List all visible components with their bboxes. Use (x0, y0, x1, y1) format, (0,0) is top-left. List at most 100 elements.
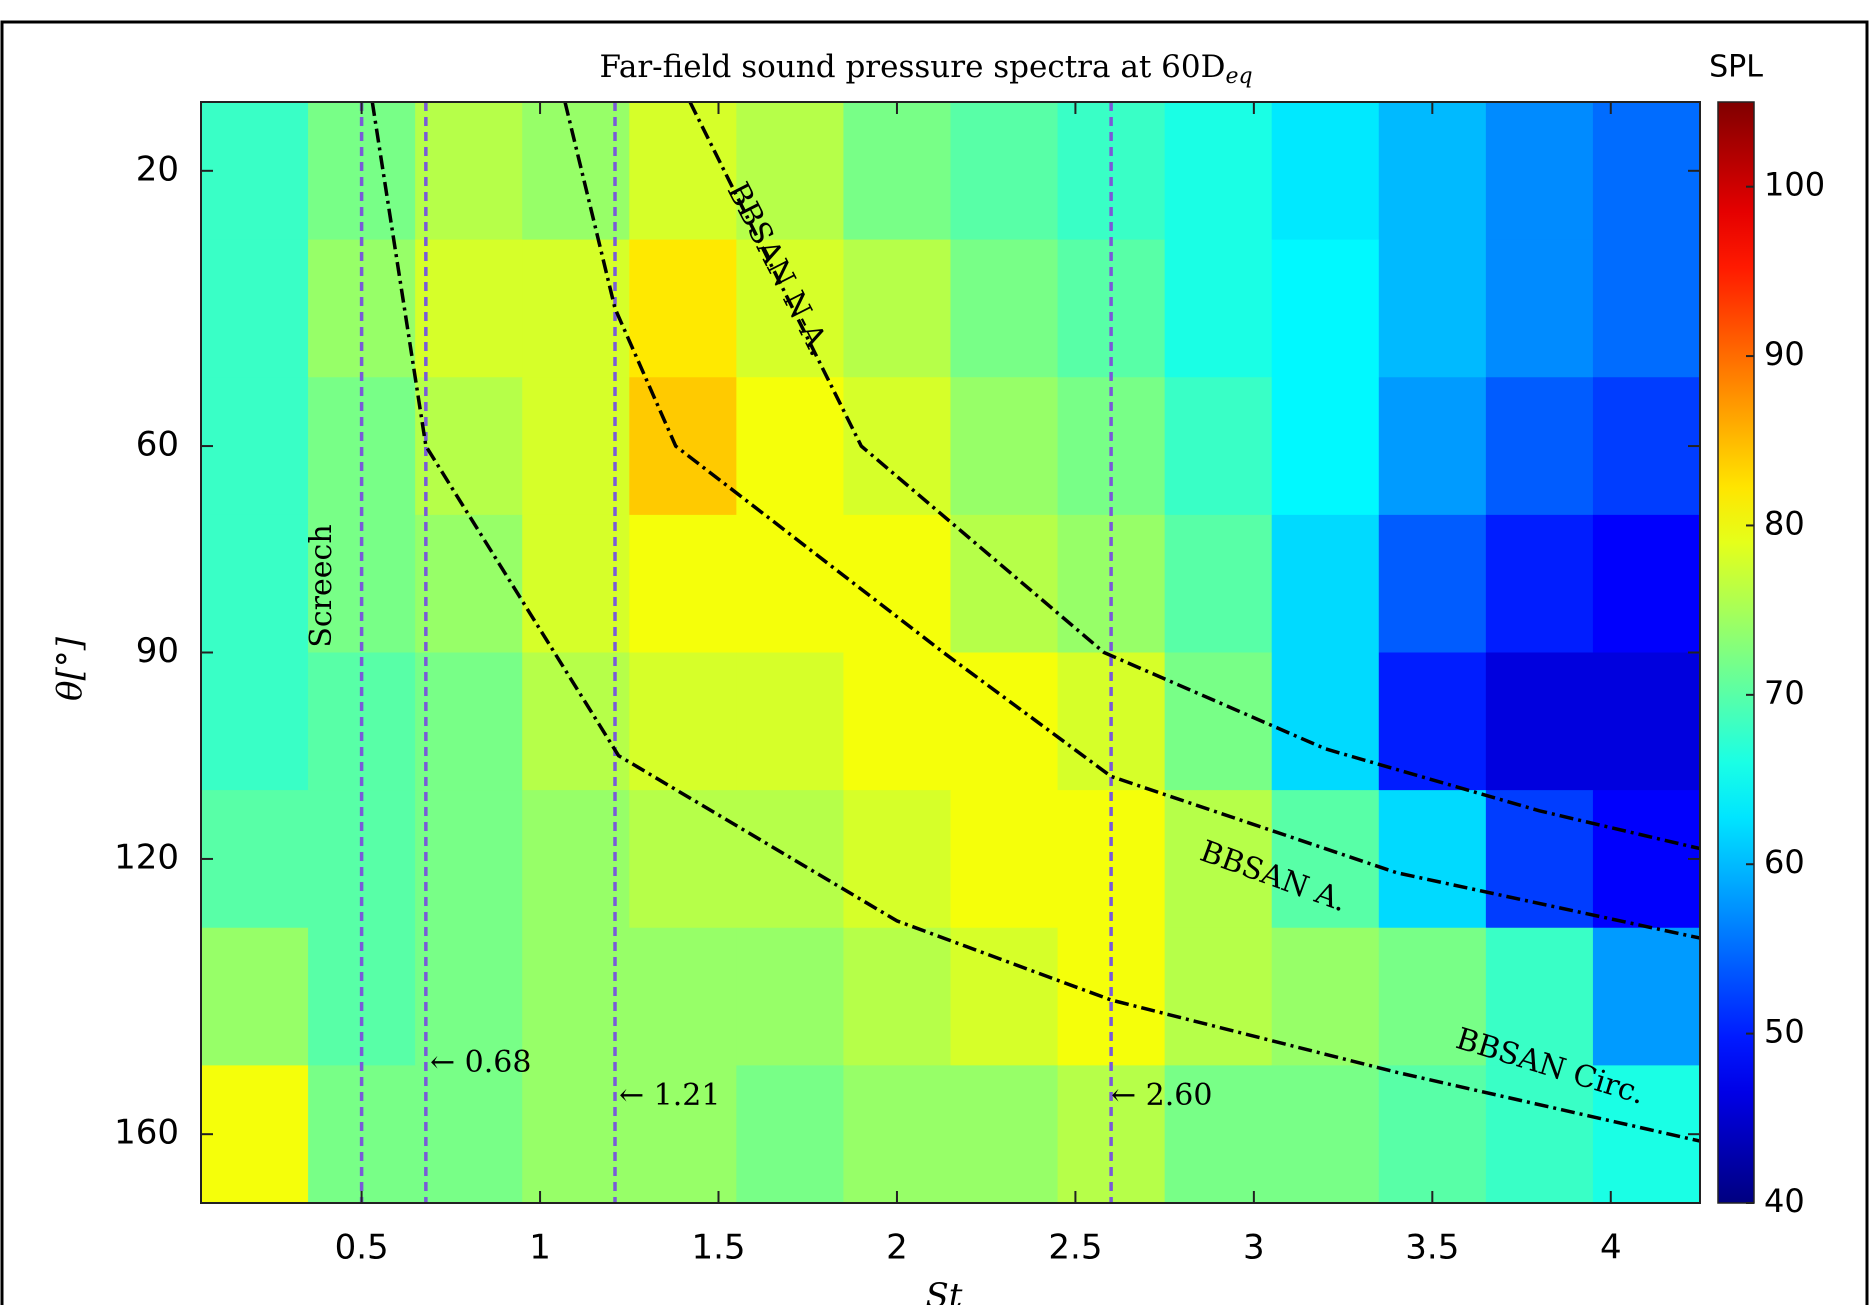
frame (0, 20, 1869, 1305)
heatmap (201, 102, 1700, 1203)
y-tick-label: 20 (136, 149, 179, 189)
heat-cell (1164, 652, 1273, 791)
heat-cell (843, 239, 951, 378)
y-tick-label: 120 (114, 837, 179, 877)
curve (688, 102, 1700, 851)
heat-cell (1164, 514, 1273, 653)
x-tick-label: 1.5 (691, 1228, 745, 1268)
heat-cell (629, 239, 737, 378)
heat-cell (843, 652, 951, 791)
heat-cell (1378, 790, 1487, 929)
heat-cell (1164, 102, 1273, 241)
title-main: Far-field sound pressure spectra at 60D (599, 49, 1225, 85)
heat-cell (1485, 102, 1594, 241)
heat-cell (950, 239, 1059, 378)
heat-cell (1271, 927, 1380, 1066)
heat-cell (1592, 377, 1700, 516)
heat-cell (950, 1065, 1059, 1203)
heat-cell (950, 377, 1059, 516)
heat-cell (415, 377, 523, 516)
colorbar-tick-label: 90 (1764, 335, 1805, 373)
y-tick-label: 60 (136, 425, 179, 465)
x-tick-label: 3 (1243, 1228, 1265, 1268)
heat-cell (1485, 377, 1594, 516)
heat-cell (629, 790, 737, 929)
colorbar-tick-label: 60 (1764, 843, 1805, 881)
heat-cell (1164, 1065, 1273, 1203)
heat-cell (1378, 927, 1487, 1066)
chart-title: Far-field sound pressure spectra at 60De… (599, 49, 1252, 90)
title-sub: eq (1225, 64, 1252, 89)
reference-label: ← 2.60 (1111, 1078, 1212, 1113)
x-axis-label: St (926, 1276, 963, 1305)
overlay (359, 102, 1700, 1203)
heat-cell (950, 790, 1059, 929)
heat-cell (522, 1065, 630, 1203)
heat-cell (736, 790, 844, 929)
heat-cell (1592, 652, 1700, 791)
colorbar-tick-label: 70 (1764, 674, 1805, 712)
heat-cell (522, 652, 630, 791)
heat-cell (415, 927, 523, 1066)
heat-cell (1164, 790, 1273, 929)
heat-cell (522, 102, 630, 241)
heat-cell (843, 1065, 951, 1203)
heat-cell (1378, 1065, 1487, 1203)
heat-cell (736, 652, 844, 791)
colorbar-label: SPL (1709, 50, 1763, 85)
heat-cell (201, 927, 309, 1066)
heat-cell (1592, 102, 1700, 241)
heat-cell (1378, 377, 1487, 516)
heat-cell (1378, 652, 1487, 791)
heat-cell (415, 652, 523, 791)
reference-label: Screech (304, 524, 339, 647)
heat-cell (522, 514, 630, 653)
heat-cell (522, 377, 630, 516)
heat-cell (201, 1065, 309, 1203)
heat-cell (1485, 652, 1594, 791)
heat-cell (201, 102, 309, 241)
heat-cell (1271, 652, 1380, 791)
heat-cell (629, 377, 737, 516)
heat-cell (736, 927, 844, 1066)
y-axis-label: θ[°] (50, 636, 90, 701)
heat-cell (1378, 514, 1487, 653)
heat-cell (1592, 514, 1700, 653)
x-tick-label: 1 (529, 1228, 551, 1268)
y-tick-label: 90 (136, 631, 179, 671)
heat-cell (201, 652, 309, 791)
heat-cell (629, 927, 737, 1066)
heat-cell (950, 927, 1059, 1066)
heat-cell (1592, 1065, 1700, 1203)
colorbar-tick-label: 100 (1764, 166, 1825, 204)
reference-label: ← 0.68 (430, 1045, 531, 1080)
colorbar-tick-label: 80 (1764, 504, 1805, 542)
heat-cell (415, 1065, 523, 1203)
heat-cell (1271, 102, 1380, 241)
x-tick-label: 2.5 (1048, 1228, 1102, 1268)
colorbar (1717, 101, 1755, 1204)
heat-cell (415, 514, 523, 653)
heat-cell (201, 377, 309, 516)
heat-cell (843, 927, 951, 1066)
heat-cell (1378, 239, 1487, 378)
heat-cell (736, 514, 844, 653)
heat-cell (736, 239, 844, 378)
heat-cell (1164, 377, 1273, 516)
heat-cell (1271, 377, 1380, 516)
heat-cell (629, 514, 737, 653)
heat-cell (1271, 239, 1380, 378)
heat-cell (522, 790, 630, 929)
heat-cell (1485, 514, 1594, 653)
heat-cell (950, 652, 1059, 791)
x-tick-label: 4 (1600, 1228, 1622, 1268)
heat-cell (736, 377, 844, 516)
heat-cell (629, 102, 737, 241)
heat-cell (308, 1065, 416, 1203)
heat-cell (843, 514, 951, 653)
x-tick-label: 3.5 (1405, 1228, 1459, 1268)
heat-cell (629, 652, 737, 791)
x-tick-label: 0.5 (335, 1228, 389, 1268)
heat-cell (1164, 927, 1273, 1066)
